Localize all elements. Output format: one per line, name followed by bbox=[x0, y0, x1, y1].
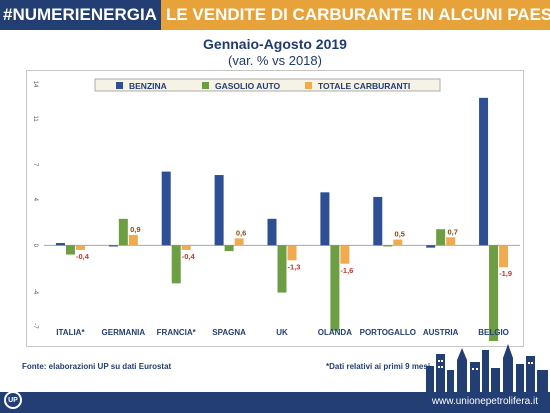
y-tick-label-4: 0 bbox=[32, 244, 38, 248]
chart-subtitle: (var. % vs 2018) bbox=[228, 53, 322, 68]
bar-chart: BENZINA GASOLIO AUTO TOTALE CARBURANTI 14 11… bbox=[32, 78, 520, 341]
bar-benzina-8 bbox=[479, 97, 489, 246]
header-banner: #NUMERIENERGIA LE VENDITE DI CARBURANTE … bbox=[0, 0, 550, 30]
bar-totale-carburanti-3 bbox=[234, 238, 244, 246]
hashtag-label: #NUMERIENERGIA bbox=[0, 0, 161, 30]
website-link[interactable]: www.unionepetrolifera.it bbox=[431, 396, 538, 407]
category-label-1: GERMANIA bbox=[102, 328, 146, 337]
chart-title: Gennaio-Agosto 2019 bbox=[203, 36, 347, 52]
category-label-7: AUSTRIA bbox=[423, 328, 459, 337]
legend-swatch-0 bbox=[116, 82, 123, 89]
data-label-2: -0,4 bbox=[182, 252, 196, 261]
bar-totale-carburanti-1 bbox=[128, 234, 138, 246]
bar-totale-carburanti-5 bbox=[340, 245, 350, 264]
data-label-0: -0,4 bbox=[76, 252, 90, 261]
bar-gasolio-auto-2 bbox=[171, 245, 181, 284]
bar-gasolio-auto-5 bbox=[330, 245, 340, 331]
bar-totale-carburanti-7 bbox=[446, 237, 456, 246]
bar-benzina-0 bbox=[55, 243, 65, 246]
legend-label-2: TOTALE CARBURANTI bbox=[318, 81, 410, 91]
y-tick-label-0: 14 bbox=[32, 81, 38, 88]
bar-totale-carburanti-4 bbox=[287, 245, 297, 261]
y-tick-label-2: 7 bbox=[32, 163, 38, 167]
data-label-5: -1,6 bbox=[340, 266, 353, 275]
bar-gasolio-auto-1 bbox=[118, 218, 128, 246]
data-label-4: -1,3 bbox=[288, 262, 301, 271]
bar-benzina-3 bbox=[214, 175, 224, 246]
bar-benzina-1 bbox=[108, 245, 118, 247]
y-tick-label-1: 11 bbox=[32, 115, 38, 122]
data-label-7: 0,7 bbox=[447, 227, 457, 236]
data-label-3: 0,6 bbox=[236, 228, 246, 237]
legend-label-0: BENZINA bbox=[129, 81, 167, 91]
bar-totale-carburanti-2 bbox=[181, 245, 191, 250]
data-label-6: 0,5 bbox=[395, 230, 405, 239]
bar-gasolio-auto-0 bbox=[65, 245, 75, 255]
up-logo: UP bbox=[4, 391, 22, 409]
bar-totale-carburanti-6 bbox=[393, 239, 403, 246]
category-label-3: SPAGNA bbox=[212, 328, 246, 337]
headline-label: LE VENDITE DI CARBURANTE IN ALCUNI PAESI… bbox=[160, 0, 550, 30]
bar-benzina-7 bbox=[426, 245, 436, 248]
bar-benzina-2 bbox=[161, 171, 171, 246]
legend-swatch-1 bbox=[202, 82, 209, 89]
source-note: Fonte: elaborazioni UP su dati Eurostat bbox=[22, 362, 172, 371]
bar-gasolio-auto-6 bbox=[383, 245, 393, 247]
legend-label-1: GASOLIO AUTO bbox=[215, 81, 281, 91]
y-tick-label-3: 4 bbox=[32, 198, 38, 202]
category-label-2: FRANCIA* bbox=[157, 328, 197, 337]
legend-swatch-2 bbox=[305, 82, 312, 89]
data-label-8: -1,9 bbox=[499, 269, 512, 278]
y-tick-label-6: -7 bbox=[32, 323, 38, 329]
category-label-5: OLANDA bbox=[318, 328, 352, 337]
bar-benzina-6 bbox=[373, 196, 383, 246]
data-label-1: 0,9 bbox=[130, 225, 140, 234]
bar-benzina-4 bbox=[267, 218, 277, 246]
category-label-4: UK bbox=[276, 328, 288, 337]
city-skyline-icon bbox=[426, 344, 548, 392]
category-label-0: ITALIA* bbox=[56, 328, 85, 337]
bar-totale-carburanti-0 bbox=[75, 245, 85, 250]
chart-frame bbox=[26, 70, 524, 347]
category-label-8: BELGIO bbox=[478, 328, 509, 337]
footer-bar bbox=[0, 392, 550, 413]
bar-gasolio-auto-4 bbox=[277, 245, 287, 293]
footnote: *Dati relativi ai primi 9 mesi bbox=[326, 362, 431, 371]
bar-totale-carburanti-8 bbox=[499, 245, 509, 268]
bar-benzina-5 bbox=[320, 192, 330, 246]
category-label-6: PORTOGALLO bbox=[360, 328, 416, 337]
bar-gasolio-auto-8 bbox=[489, 245, 499, 341]
bar-gasolio-auto-3 bbox=[224, 245, 234, 252]
bar-gasolio-auto-7 bbox=[436, 229, 446, 246]
legend-box bbox=[94, 78, 441, 92]
y-tick-label-5: -4 bbox=[32, 289, 38, 295]
